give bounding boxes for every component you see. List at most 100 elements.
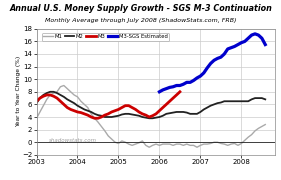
M3: [49, 94, 52, 96]
M3: [154, 113, 158, 115]
M3: [124, 105, 127, 107]
M3: [110, 111, 113, 113]
M1: [250, 134, 253, 136]
Line: M3-SGS Estimated: M3-SGS Estimated: [159, 34, 265, 92]
M3: [42, 95, 45, 97]
M3-SGS Estimated: [189, 81, 192, 83]
M3: [72, 110, 76, 112]
M3: [165, 103, 168, 105]
M3-SGS Estimated: [178, 84, 182, 87]
M3: [130, 106, 134, 109]
M3-SGS Estimated: [165, 88, 168, 90]
M3-SGS Estimated: [182, 83, 185, 85]
M3: [171, 97, 175, 99]
M3-SGS Estimated: [175, 84, 178, 87]
M3: [55, 97, 59, 99]
M3: [76, 111, 79, 113]
M3-SGS Estimated: [168, 86, 171, 88]
Line: M1: M1: [37, 86, 265, 147]
M3-SGS Estimated: [240, 42, 243, 44]
M3-SGS Estimated: [212, 59, 216, 61]
M3: [45, 94, 48, 96]
M3: [96, 117, 100, 119]
M3-SGS Estimated: [216, 57, 219, 59]
M3-SGS Estimated: [206, 67, 209, 69]
M3-SGS Estimated: [199, 75, 202, 77]
M3: [89, 116, 93, 118]
M3: [117, 108, 120, 111]
M3: [69, 108, 72, 111]
M3-SGS Estimated: [226, 48, 229, 50]
Y-axis label: Year to Year Change (%): Year to Year Change (%): [16, 56, 21, 127]
M2: [35, 102, 38, 104]
M3-SGS Estimated: [161, 89, 164, 91]
M3: [100, 116, 103, 118]
M3: [113, 110, 117, 112]
M2: [223, 100, 226, 102]
M3: [62, 103, 65, 105]
M3: [103, 114, 106, 116]
M3: [144, 114, 148, 116]
M3: [168, 100, 171, 102]
M1: [35, 117, 38, 119]
M3: [65, 106, 69, 109]
Text: Monthly Average through July 2008 (ShadowStats.com, FRB): Monthly Average through July 2008 (Shado…: [45, 18, 236, 23]
M3: [120, 106, 124, 109]
M3-SGS Estimated: [264, 44, 267, 46]
M2: [148, 117, 151, 119]
M3: [148, 116, 151, 118]
M3-SGS Estimated: [202, 72, 205, 74]
M3-SGS Estimated: [223, 53, 226, 55]
M3-SGS Estimated: [243, 40, 246, 42]
M1: [148, 146, 151, 148]
M3: [35, 100, 38, 102]
M3: [161, 106, 164, 109]
M3-SGS Estimated: [209, 62, 212, 64]
M3: [59, 100, 62, 102]
M2: [206, 106, 209, 109]
M3: [134, 108, 137, 111]
M3: [151, 115, 154, 117]
M3: [141, 113, 144, 115]
M2: [264, 98, 267, 100]
M1: [195, 146, 199, 148]
M2: [250, 98, 253, 100]
M3-SGS Estimated: [192, 79, 195, 82]
M1: [246, 136, 250, 138]
M3-SGS Estimated: [195, 77, 199, 79]
M3: [52, 95, 55, 97]
M3: [83, 113, 86, 115]
Line: M2: M2: [37, 92, 265, 118]
M1: [264, 123, 267, 126]
M3: [86, 114, 89, 116]
M3: [178, 91, 182, 93]
Line: M3: M3: [37, 92, 180, 118]
M3: [137, 111, 140, 113]
M3: [93, 117, 96, 119]
Text: Annual U.S. Money Supply Growth - SGS M-3 Continuation: Annual U.S. Money Supply Growth - SGS M-…: [9, 4, 272, 13]
M3-SGS Estimated: [219, 56, 223, 58]
M2: [49, 91, 52, 93]
M3: [106, 113, 110, 115]
M3: [175, 94, 178, 96]
Text: shadowstats.com: shadowstats.com: [49, 138, 96, 143]
M2: [195, 113, 199, 115]
M3-SGS Estimated: [233, 45, 236, 48]
Legend: M1, M2, M3, M3-SGS Estimated: M1, M2, M3, M3-SGS Estimated: [42, 33, 169, 41]
M3: [127, 105, 130, 107]
M1: [223, 143, 226, 145]
M3: [158, 110, 161, 112]
M3-SGS Estimated: [185, 81, 189, 83]
M2: [243, 100, 246, 102]
M3-SGS Estimated: [250, 34, 253, 36]
M3-SGS Estimated: [257, 34, 260, 36]
M3: [79, 111, 83, 114]
M3-SGS Estimated: [230, 47, 233, 49]
M1: [62, 84, 65, 87]
M2: [246, 100, 250, 102]
M3-SGS Estimated: [253, 33, 257, 35]
M3: [38, 97, 42, 99]
M3-SGS Estimated: [246, 37, 250, 39]
M1: [243, 139, 246, 141]
M3-SGS Estimated: [260, 37, 264, 39]
